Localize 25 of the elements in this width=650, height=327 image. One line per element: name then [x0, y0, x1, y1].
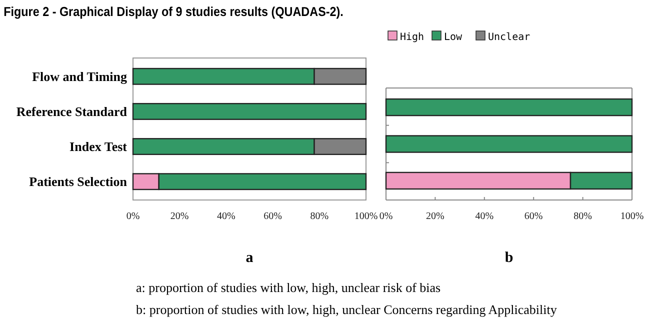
bar: [132, 102, 367, 120]
text: b: proportion of studies with low, high, unclear Concerns regarding Applicability: [136, 302, 558, 317]
x-tick-label: 80%: [310, 211, 329, 222]
x-tick-label: 40%: [475, 211, 494, 222]
text: a: proportion of studies with low, high, unclear risk of bias: [136, 280, 441, 295]
x-tick-label: 60%: [524, 211, 543, 222]
x-tick-label: 20%: [170, 211, 189, 222]
x-tick-label: 60%: [264, 211, 282, 222]
y-tick-label: Index Test: [70, 139, 128, 154]
x-tick-label: 80%: [574, 211, 592, 222]
x-tick-label: 100%: [354, 211, 378, 222]
y-tick-label: Patients Selection: [29, 174, 128, 190]
x-tick-label: 0%: [126, 211, 140, 222]
y-tick-label: Flow and Timing: [32, 68, 128, 84]
legend-label: Low: [444, 32, 464, 43]
x-tick-label: 0%: [379, 211, 393, 222]
y-tick-label: Reference Standard: [16, 104, 128, 120]
text: b: [504, 250, 514, 266]
chart-title: Figure 2 - Graphical Display of 9 studies results (QUADAS-2).: [4, 4, 344, 20]
text: a: [246, 250, 254, 266]
x-tick-label: 40%: [217, 211, 236, 222]
x-tick-label: 100%: [620, 211, 644, 222]
legend-label: High: [400, 32, 424, 43]
x-tick-label: 20%: [426, 211, 444, 222]
legend-label: Unclear: [488, 32, 530, 43]
